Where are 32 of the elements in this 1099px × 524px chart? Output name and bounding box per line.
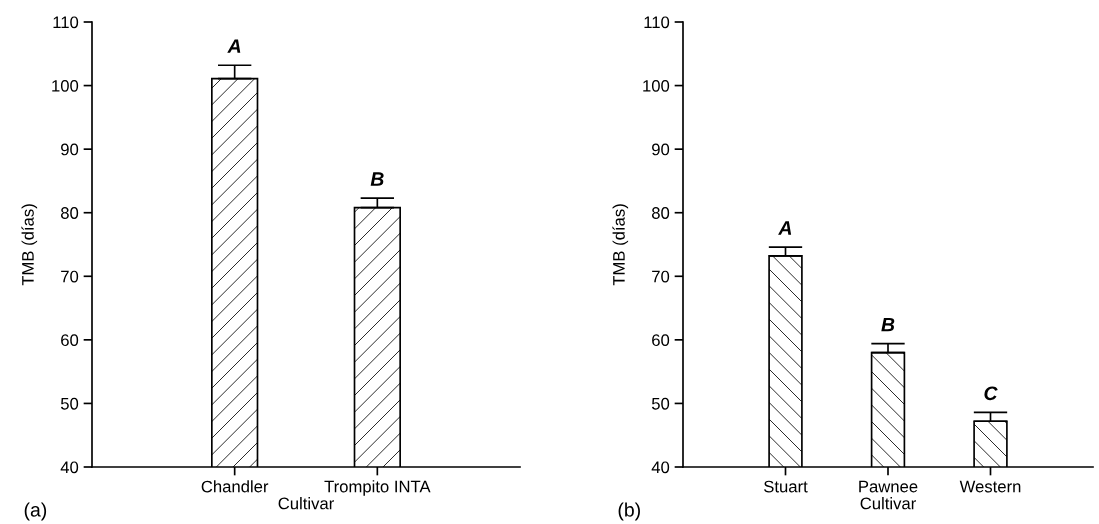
annotation: B: [881, 317, 895, 332]
y-tick-label: 110: [644, 16, 670, 29]
text: (b): [618, 502, 640, 521]
y-tick-label: 50: [651, 397, 670, 410]
y-tick-label: 90: [652, 143, 670, 156]
y-tick-label: 50: [60, 397, 79, 410]
x-tick-label: Stuart: [764, 480, 808, 493]
annotation: A: [227, 39, 241, 53]
y-tick-label: 90: [61, 143, 79, 156]
annotation: B: [370, 172, 384, 186]
y-tick-label: 110: [53, 16, 79, 29]
x-tick-label: Western: [959, 480, 1021, 493]
y-tick-label: 80: [60, 207, 79, 219]
y-axis-title: TMB (días): [612, 204, 629, 286]
y-tick-label: 70: [652, 270, 670, 283]
y-tick-label: 100: [643, 79, 670, 92]
x-tick-label: Trompito INTA: [324, 480, 431, 496]
y-tick-label: 70: [61, 270, 79, 283]
annotation: A: [778, 221, 792, 235]
y-tick-label: 80: [651, 207, 670, 219]
x-axis-title: Cultivar: [278, 497, 334, 510]
y-tick-label: 40: [651, 461, 670, 474]
text: (a): [24, 502, 47, 521]
y-tick-label: 60: [61, 334, 79, 347]
y-tick-label: 40: [60, 461, 79, 474]
x-axis-title: Cultivar: [860, 497, 916, 510]
x-tick-label: Pawnee: [859, 480, 918, 493]
x-tick-label: Chandler: [201, 480, 269, 493]
y-axis-title: TMB (días): [21, 204, 38, 286]
annotation: C: [984, 386, 998, 401]
y-tick-label: 100: [52, 79, 79, 92]
y-tick-label: 60: [652, 334, 670, 347]
